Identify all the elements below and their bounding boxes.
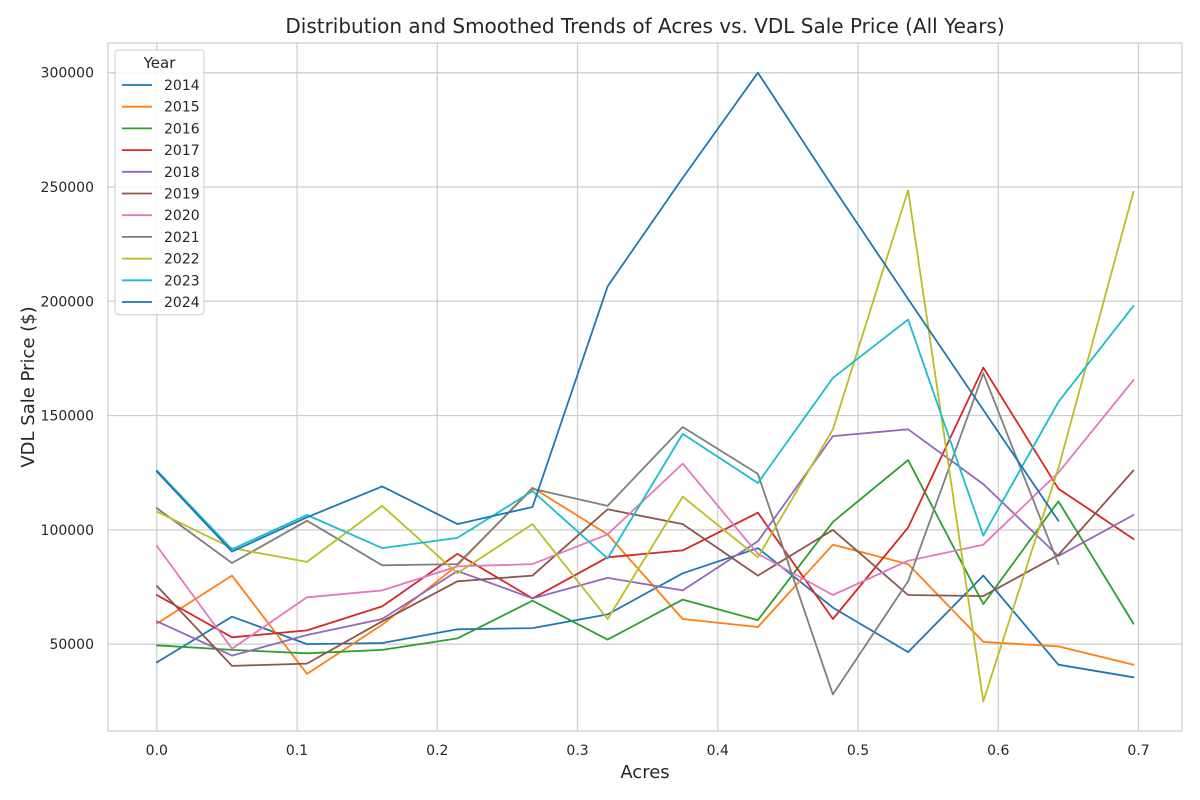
series-line-2019 xyxy=(155,469,1135,667)
y-tick-label: 200000 xyxy=(41,294,94,310)
x-tick-label: 0.0 xyxy=(146,743,168,759)
legend-label: 2020 xyxy=(164,208,200,224)
legend: Year 2014 2015 2016 2017 2018 2019 2020 2021 2022… xyxy=(114,49,205,316)
legend-box xyxy=(114,49,205,316)
legend-label: 2016 xyxy=(164,121,200,137)
x-tick-label: 0.1 xyxy=(286,743,308,759)
x-tick-label: 0.3 xyxy=(566,743,588,759)
y-tick-label: 250000 xyxy=(41,180,94,196)
x-tick-label: 0.7 xyxy=(1127,743,1149,759)
grid-layer xyxy=(108,43,1182,731)
y-tick-label: 300000 xyxy=(41,66,94,82)
series-line-2014 xyxy=(155,547,1135,679)
x-tick-label: 0.5 xyxy=(847,743,869,759)
legend-label: 2018 xyxy=(164,165,200,181)
x-tick-label: 0.6 xyxy=(987,743,1009,759)
series-line-2024 xyxy=(155,71,1060,553)
legend-label: 2021 xyxy=(164,230,200,246)
plot-frame xyxy=(107,42,1183,732)
chart-title: Distribution and Smoothed Trends of Acre… xyxy=(285,14,1004,38)
legend-label: 2024 xyxy=(164,295,200,311)
legend-label: 2014 xyxy=(164,78,200,94)
legend-label: 2023 xyxy=(164,273,200,289)
series-line-2015 xyxy=(155,486,1135,675)
y-tick-label: 50000 xyxy=(49,637,94,653)
series-line-2016 xyxy=(155,459,1135,655)
y-axis-label: VDL Sale Price ($) xyxy=(18,306,39,467)
series-line-2023 xyxy=(155,305,1135,560)
y-tick-label: 150000 xyxy=(41,409,94,425)
y-tick-label: 100000 xyxy=(41,523,94,539)
series-line-2018 xyxy=(155,428,1135,657)
legend-title: Year xyxy=(143,54,177,72)
series-line-2020 xyxy=(155,379,1135,650)
legend-label: 2015 xyxy=(164,100,200,116)
legend-label: 2017 xyxy=(164,143,200,159)
tick-layer: 0.0 0.1 0.2 0.3 0.4 0.5 0.6 0.7 50000 100000 15000… xyxy=(41,66,1150,759)
legend-label: 2019 xyxy=(164,187,200,203)
x-tick-label: 0.4 xyxy=(707,743,729,759)
series-line-2022 xyxy=(155,189,1135,703)
series-line-2017 xyxy=(155,366,1135,639)
legend-label: 2022 xyxy=(164,252,200,268)
x-tick-label: 0.2 xyxy=(426,743,448,759)
x-axis-label: Acres xyxy=(620,762,669,783)
series-layer xyxy=(155,71,1135,703)
series-line-2021 xyxy=(155,372,1060,696)
